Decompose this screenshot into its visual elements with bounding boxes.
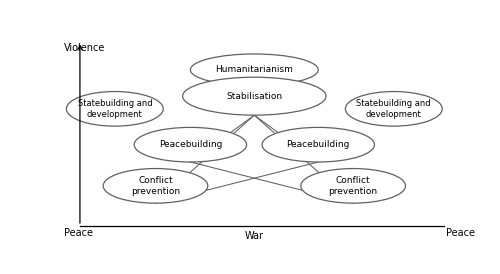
Text: Stabilisation: Stabilisation xyxy=(226,92,282,101)
Text: Statebuilding and
development: Statebuilding and development xyxy=(356,99,431,119)
Text: Humanitarianism: Humanitarianism xyxy=(216,65,293,74)
Text: Statebuilding and
development: Statebuilding and development xyxy=(78,99,152,119)
Text: Conflict
prevention: Conflict prevention xyxy=(131,176,180,196)
Ellipse shape xyxy=(134,127,246,162)
Ellipse shape xyxy=(182,77,326,115)
Text: Peace: Peace xyxy=(64,228,92,238)
Ellipse shape xyxy=(262,127,374,162)
Text: Violence: Violence xyxy=(64,44,105,53)
Ellipse shape xyxy=(301,169,406,203)
Ellipse shape xyxy=(66,92,163,126)
Text: Peacebuilding: Peacebuilding xyxy=(158,140,222,149)
Ellipse shape xyxy=(103,169,208,203)
Ellipse shape xyxy=(346,92,442,126)
Text: Conflict
prevention: Conflict prevention xyxy=(328,176,378,196)
Ellipse shape xyxy=(190,54,318,85)
Text: War: War xyxy=(245,231,264,241)
Text: Peace: Peace xyxy=(446,228,475,238)
Text: Peacebuilding: Peacebuilding xyxy=(286,140,350,149)
